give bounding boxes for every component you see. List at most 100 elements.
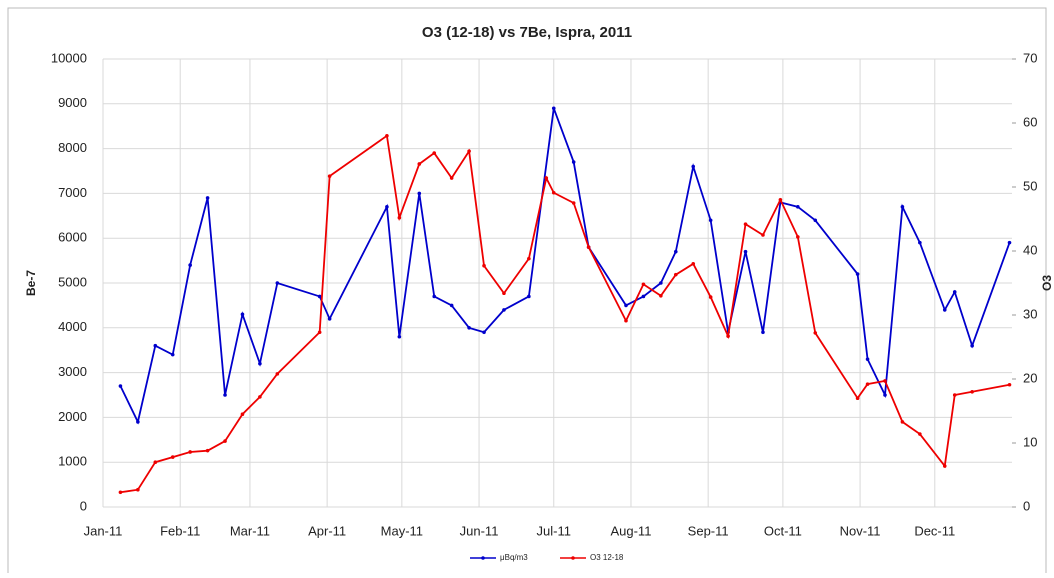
point (188, 450, 192, 454)
point (153, 460, 158, 465)
point (970, 343, 974, 348)
point (743, 249, 748, 254)
point (796, 235, 800, 239)
point (571, 201, 576, 205)
point (397, 334, 402, 339)
point (397, 215, 402, 220)
y-tick-label: 8000 (58, 140, 87, 155)
x-tick-label: May-11 (381, 523, 423, 538)
point (385, 205, 389, 209)
y-tick-label: 1000 (58, 454, 87, 469)
x-tick-label: Feb-11 (160, 523, 200, 538)
x-tick-label: Sep-11 (688, 523, 729, 538)
point (691, 262, 696, 266)
point (673, 272, 678, 277)
point (188, 263, 192, 267)
point (327, 174, 332, 178)
point (586, 245, 591, 249)
point (205, 196, 210, 200)
x-tick-label: Aug-11 (610, 523, 651, 538)
point (952, 290, 957, 294)
point (317, 294, 322, 299)
y2-tick-label: 0 (1023, 498, 1030, 513)
point (673, 249, 678, 254)
legend-marker (571, 556, 575, 560)
point (865, 382, 870, 386)
legend-label: μBq/m3 (500, 553, 528, 562)
point (136, 487, 140, 492)
point (796, 205, 800, 209)
point (170, 352, 175, 357)
point (624, 303, 628, 308)
point (258, 395, 262, 399)
point (327, 317, 332, 321)
point (223, 439, 227, 443)
x-tick-label: Dec-11 (914, 523, 955, 538)
y2-tick-label: 50 (1023, 178, 1037, 193)
point (118, 490, 123, 495)
point (641, 282, 646, 287)
y2-tick-label: 30 (1023, 306, 1037, 321)
point (449, 303, 454, 308)
y-tick-label: 9000 (58, 95, 87, 110)
y2-axis-title: O3 (1040, 275, 1054, 291)
point (900, 205, 905, 209)
point (952, 393, 957, 397)
point (855, 272, 860, 276)
point (223, 393, 227, 397)
y2-tick-label: 60 (1023, 114, 1037, 129)
point (743, 222, 748, 226)
point (813, 218, 818, 223)
point (942, 308, 947, 312)
point (240, 412, 245, 417)
chart-title: O3 (12-18) vs 7Be, Ispra, 2011 (422, 24, 632, 41)
point (691, 164, 696, 169)
x-tick-label: Jan-11 (84, 523, 123, 538)
legend-marker (481, 556, 485, 560)
point (417, 191, 422, 196)
y-axis-title: Be-7 (24, 270, 38, 296)
point (240, 312, 245, 317)
point (551, 190, 556, 195)
x-tick-label: Oct-11 (764, 523, 802, 538)
legend-label: O3 12-18 (590, 553, 624, 562)
point (432, 151, 437, 155)
x-tick-label: Jun-11 (460, 523, 499, 538)
point (317, 330, 322, 335)
point (482, 330, 486, 335)
x-tick-label: Mar-11 (230, 523, 270, 538)
point (275, 281, 280, 285)
y-tick-label: 3000 (58, 364, 87, 379)
point (624, 318, 628, 323)
point (449, 176, 454, 180)
y-tick-label: 0 (80, 498, 87, 513)
y-tick-label: 2000 (58, 409, 87, 424)
point (467, 326, 471, 330)
point (883, 393, 887, 397)
point (385, 134, 389, 138)
point (170, 455, 175, 459)
point (813, 331, 818, 335)
x-tick-label: Apr-11 (308, 523, 346, 538)
y-tick-label: 6000 (58, 230, 87, 245)
series-line (120, 134, 1010, 494)
point (855, 396, 860, 401)
point (942, 464, 947, 468)
point (275, 372, 280, 376)
point (1007, 382, 1012, 387)
point (659, 294, 663, 298)
point (502, 291, 506, 296)
y2-tick-label: 40 (1023, 242, 1037, 257)
y2-tick-label: 10 (1023, 434, 1037, 449)
point (482, 263, 486, 268)
point (502, 308, 506, 312)
point (136, 420, 140, 424)
point (527, 256, 531, 261)
point (900, 420, 905, 424)
chart-border (7, 7, 1047, 578)
point (659, 281, 663, 285)
y2-tick-label: 20 (1023, 370, 1037, 385)
point (432, 294, 437, 299)
point (527, 294, 531, 299)
